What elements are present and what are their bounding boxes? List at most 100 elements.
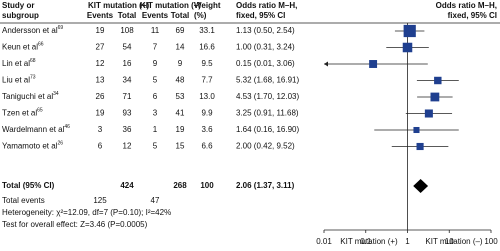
study-name: Keun et al66 — [2, 42, 44, 52]
events-positive: 6 — [98, 142, 103, 151]
total-negative: 15 — [176, 142, 185, 151]
column-header: KIT mutation (–) — [140, 1, 201, 10]
total-negative: 69 — [176, 26, 185, 35]
x-tick-label: 1 — [405, 237, 410, 246]
heterogeneity: Heterogeneity: χ²=12.09, df=7 (P=0.10); … — [2, 208, 171, 217]
study-label: Andersson et al — [2, 26, 58, 35]
reference-number: 34 — [53, 91, 59, 97]
study-name: Taniguchi et al34 — [2, 91, 59, 101]
x-tick-label: 100 — [484, 237, 498, 246]
total-positive: 16 — [123, 59, 132, 68]
study-label: Yamamoto et al — [2, 142, 58, 151]
column-header: Total — [171, 11, 190, 20]
reference-number: 65 — [37, 108, 43, 114]
column-header: Study or — [2, 1, 34, 10]
events-negative: 1 — [153, 125, 158, 134]
x-tick-label: 0.01 — [316, 237, 332, 246]
total-positive: 424 — [120, 181, 134, 190]
reference-number: 46 — [64, 124, 70, 130]
total-negative: 48 — [176, 76, 185, 85]
column-header: Total — [118, 11, 137, 20]
study-name: Lin et al68 — [2, 58, 36, 68]
total-positive: 71 — [123, 92, 132, 101]
reference-number: 66 — [38, 42, 44, 48]
total-negative: 41 — [176, 109, 185, 118]
odds-ratio-ci: 1.13 (0.50, 2.54) — [236, 26, 295, 35]
column-header: Weight — [194, 1, 221, 10]
total-positive: 34 — [123, 76, 132, 85]
column-header: subgroup — [2, 11, 39, 20]
study-marker — [413, 126, 420, 134]
total-positive: 36 — [123, 125, 132, 134]
weight: 3.6 — [201, 125, 213, 134]
column-header: Events — [87, 11, 114, 20]
study-label: Wardelmann et al — [2, 125, 65, 134]
study-marker — [416, 142, 424, 151]
column-header: KIT mutation (+) — [88, 1, 149, 10]
total-weight: 100 — [200, 181, 214, 190]
study-marker — [424, 109, 433, 118]
total-positive: 12 — [123, 142, 132, 151]
total-events-negative: 47 — [151, 196, 160, 205]
weight: 7.7 — [201, 76, 213, 85]
events-positive: 19 — [96, 109, 105, 118]
total-positive: 108 — [120, 26, 134, 35]
events-positive: 3 — [98, 125, 103, 134]
events-negative: 5 — [153, 142, 158, 151]
study-name: Tzen et al65 — [2, 108, 43, 118]
total-positive: 54 — [123, 43, 132, 52]
events-positive: 27 — [96, 43, 105, 52]
odds-ratio-ci: 3.25 (0.91, 11.68) — [236, 109, 299, 118]
odds-ratio-ci: 0.15 (0.01, 3.06) — [236, 59, 295, 68]
reference-number: 69 — [58, 25, 64, 31]
events-positive: 19 — [96, 26, 105, 35]
reference-number: 26 — [57, 141, 63, 147]
study-label: Lin et al — [2, 59, 30, 68]
reference-number: 73 — [30, 75, 36, 81]
study-label: Taniguchi et al — [2, 92, 53, 101]
study-marker — [369, 60, 378, 68]
events-negative: 5 — [153, 76, 158, 85]
odds-ratio-ci: 5.32 (1.68, 16.91) — [236, 76, 299, 85]
study-marker — [403, 24, 416, 38]
x-axis-label: KIT mutation (+) — [340, 237, 398, 246]
weight: 6.6 — [201, 142, 213, 151]
odds-ratio-ci: 4.53 (1.70, 12.03) — [236, 92, 299, 101]
events-negative: 3 — [153, 109, 158, 118]
column-header: fixed, 95% CI — [236, 11, 285, 20]
study-name: Wardelmann et al46 — [2, 124, 70, 134]
events-positive: 26 — [96, 92, 105, 101]
study-marker — [402, 42, 413, 53]
x-tick-label: 10 — [445, 237, 454, 246]
events-positive: 13 — [96, 76, 105, 85]
weight: 33.1 — [199, 26, 215, 35]
column-header: fixed, 95% CI — [448, 11, 497, 20]
study-marker — [430, 92, 440, 102]
ci-arrow — [324, 61, 328, 67]
weight: 13.0 — [199, 92, 215, 101]
x-tick-label: 0.1 — [360, 237, 372, 246]
total-ci: 2.06 (1.37, 3.11) — [236, 181, 295, 190]
reference-number: 68 — [30, 58, 36, 64]
summary-diamond — [413, 179, 429, 193]
study-label: Liu et al — [2, 76, 30, 85]
study-name: Andersson et al69 — [2, 25, 63, 35]
study-label: Keun et al — [2, 43, 38, 52]
total-positive: 93 — [123, 109, 132, 118]
total-negative: 19 — [176, 125, 185, 134]
weight: 16.6 — [199, 43, 215, 52]
total-label: Total (95% CI) — [2, 181, 55, 190]
odds-ratio-ci: 2.00 (0.42, 9.52) — [236, 142, 295, 151]
overall-test: Test for overall effect: Z=3.46 (P=0.000… — [2, 220, 148, 229]
study-name: Yamamoto et al26 — [2, 141, 63, 151]
events-negative: 9 — [153, 59, 158, 68]
total-events-label: Total events — [2, 196, 45, 205]
odds-ratio-ci: 1.64 (0.16, 16.90) — [236, 125, 299, 134]
study-marker — [434, 76, 442, 85]
odds-ratio-ci: 1.00 (0.31, 3.24) — [236, 43, 295, 52]
events-positive: 12 — [96, 59, 105, 68]
total-events-positive: 125 — [93, 196, 107, 205]
total-negative: 9 — [178, 59, 183, 68]
column-header: (%) — [194, 11, 207, 20]
